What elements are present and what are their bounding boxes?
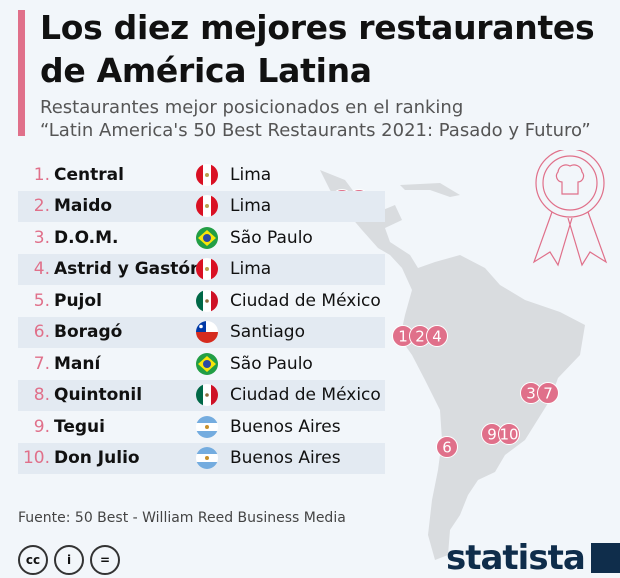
marker-label: 1 xyxy=(398,328,408,346)
marker-label: 4 xyxy=(432,328,442,346)
rank: 7. xyxy=(33,353,50,374)
rank: 1. xyxy=(33,164,50,185)
table-row: 10. Don Julio Buenos Aires xyxy=(18,442,385,474)
map-marker: 10 xyxy=(498,423,520,445)
rank: 6. xyxy=(33,322,50,343)
table-row: 3. D.O.M. São Paulo xyxy=(18,222,385,254)
argentina-flag-icon xyxy=(196,415,218,438)
chile-flag-icon xyxy=(196,321,218,344)
city: Lima xyxy=(230,196,272,217)
city: Buenos Aires xyxy=(230,416,341,437)
map-marker: 3 xyxy=(520,382,542,404)
map-land xyxy=(320,170,585,560)
marker-label: 7 xyxy=(543,385,553,403)
rank: 4. xyxy=(33,259,50,280)
rank: 5. xyxy=(33,290,50,311)
table-row: 1. Central Lima xyxy=(18,159,385,191)
marker-label: 10 xyxy=(499,426,518,444)
peru-flag-icon xyxy=(196,163,218,186)
city: Ciudad de México xyxy=(230,385,381,406)
city: São Paulo xyxy=(230,227,313,248)
restaurant-name: Quintonil xyxy=(54,385,143,406)
map-marker: 7 xyxy=(537,382,559,404)
map-caribbean xyxy=(400,183,460,197)
by-icon[interactable]: i xyxy=(54,545,84,575)
subtitle: Restaurantes mejor posicionados en el ra… xyxy=(40,97,591,141)
marker-label: 6 xyxy=(442,439,452,457)
rank: 8. xyxy=(33,385,50,406)
brazil-flag-icon xyxy=(196,352,218,375)
cc-icon[interactable]: cc xyxy=(18,545,48,575)
table-row: 4. Astrid y Gastón Lima xyxy=(18,253,385,285)
city: Ciudad de México xyxy=(230,290,381,311)
table-row: 9. Tegui Buenos Aires xyxy=(18,411,385,443)
nd-icon[interactable]: = xyxy=(90,545,120,575)
table-row: 8. Quintonil Ciudad de México xyxy=(18,379,385,411)
argentina-flag-icon xyxy=(196,447,218,470)
table-row: 2. Maido Lima xyxy=(18,190,385,222)
restaurant-name: Don Julio xyxy=(54,448,140,469)
restaurant-name: Central xyxy=(54,164,124,185)
city: Santiago xyxy=(230,322,305,343)
city: Lima xyxy=(230,259,272,280)
statista-logo[interactable]: statista xyxy=(446,538,620,578)
restaurant-name: D.O.M. xyxy=(54,227,119,248)
restaurant-name: Astrid y Gastón xyxy=(54,259,203,280)
award-ribbon-icon xyxy=(532,150,608,267)
map-marker: 1 xyxy=(392,325,414,347)
license-icons: cc i = xyxy=(18,545,120,575)
rank: 9. xyxy=(33,416,50,437)
peru-flag-icon xyxy=(196,195,218,218)
restaurant-name: Maní xyxy=(54,353,101,374)
city: Lima xyxy=(230,164,272,185)
restaurant-name: Tegui xyxy=(54,416,105,437)
map-marker: 4 xyxy=(426,325,448,347)
rank: 10. xyxy=(22,448,50,469)
mexico-flag-icon xyxy=(196,289,218,312)
restaurant-name: Maido xyxy=(54,196,113,217)
page-title: Los diez mejores restaurantes de América… xyxy=(40,8,595,90)
city: São Paulo xyxy=(230,353,313,374)
restaurant-name: Boragó xyxy=(54,322,123,343)
table-row: 6. Boragó Santiago xyxy=(18,316,385,348)
mexico-flag-icon xyxy=(196,384,218,407)
table-row: 7. Maní São Paulo xyxy=(18,348,385,380)
accent-bar xyxy=(18,10,25,136)
city: Buenos Aires xyxy=(230,448,341,469)
peru-flag-icon xyxy=(196,258,218,281)
marker-label: 9 xyxy=(487,426,497,444)
statista-logo-icon xyxy=(590,543,620,573)
ranking-list: 1. Central Lima 2. Maido Lima 3. D.O.M. Sã… xyxy=(18,159,385,474)
source-note: Fuente: 50 Best - William Reed Business … xyxy=(18,510,346,526)
rank: 2. xyxy=(33,196,50,217)
marker-label: 2 xyxy=(415,328,425,346)
brazil-flag-icon xyxy=(196,226,218,249)
rank: 3. xyxy=(33,227,50,248)
table-row: 5. Pujol Ciudad de México xyxy=(18,285,385,317)
marker-label: 3 xyxy=(526,385,536,403)
map-marker: 6 xyxy=(436,436,458,458)
restaurant-name: Pujol xyxy=(54,290,102,311)
map-marker: 2 xyxy=(409,325,431,347)
